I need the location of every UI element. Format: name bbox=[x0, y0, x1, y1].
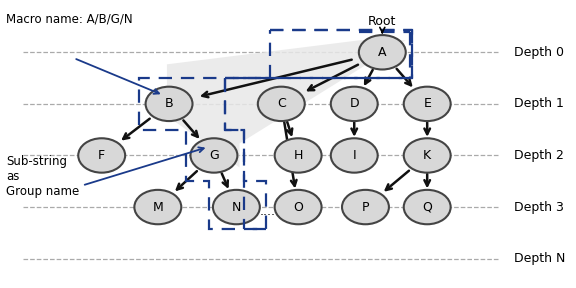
Ellipse shape bbox=[275, 138, 321, 173]
Text: N: N bbox=[232, 200, 241, 214]
Text: M: M bbox=[153, 200, 163, 214]
Text: ....: .... bbox=[259, 205, 275, 218]
Ellipse shape bbox=[275, 190, 321, 224]
Text: F: F bbox=[98, 149, 105, 162]
Ellipse shape bbox=[359, 35, 406, 69]
Text: H: H bbox=[293, 149, 303, 162]
Ellipse shape bbox=[146, 87, 192, 121]
Text: Q: Q bbox=[422, 200, 432, 214]
Ellipse shape bbox=[191, 138, 237, 173]
Text: G: G bbox=[209, 149, 219, 162]
Text: Depth N: Depth N bbox=[514, 252, 566, 265]
Ellipse shape bbox=[331, 138, 378, 173]
Ellipse shape bbox=[134, 190, 181, 224]
Text: E: E bbox=[423, 97, 431, 110]
Text: Depth 0: Depth 0 bbox=[514, 46, 564, 59]
Ellipse shape bbox=[331, 87, 378, 121]
Text: Macro name: A/B/G/N: Macro name: A/B/G/N bbox=[6, 12, 133, 25]
Text: A: A bbox=[378, 46, 386, 59]
Ellipse shape bbox=[404, 138, 450, 173]
Text: P: P bbox=[362, 200, 369, 214]
Text: Sub-string
as
Group name: Sub-string as Group name bbox=[6, 156, 79, 198]
Text: Root: Root bbox=[368, 15, 396, 28]
Text: O: O bbox=[293, 200, 303, 214]
Text: I: I bbox=[353, 149, 356, 162]
Ellipse shape bbox=[404, 87, 450, 121]
Polygon shape bbox=[167, 40, 406, 168]
Text: K: K bbox=[423, 149, 431, 162]
Text: Depth 2: Depth 2 bbox=[514, 149, 564, 162]
Ellipse shape bbox=[342, 190, 389, 224]
Text: Depth 1: Depth 1 bbox=[514, 97, 564, 110]
Text: C: C bbox=[277, 97, 286, 110]
Ellipse shape bbox=[78, 138, 125, 173]
Text: B: B bbox=[165, 97, 173, 110]
Ellipse shape bbox=[213, 190, 260, 224]
Text: Depth 3: Depth 3 bbox=[514, 200, 564, 214]
Text: D: D bbox=[350, 97, 359, 110]
Ellipse shape bbox=[258, 87, 305, 121]
Ellipse shape bbox=[404, 190, 450, 224]
